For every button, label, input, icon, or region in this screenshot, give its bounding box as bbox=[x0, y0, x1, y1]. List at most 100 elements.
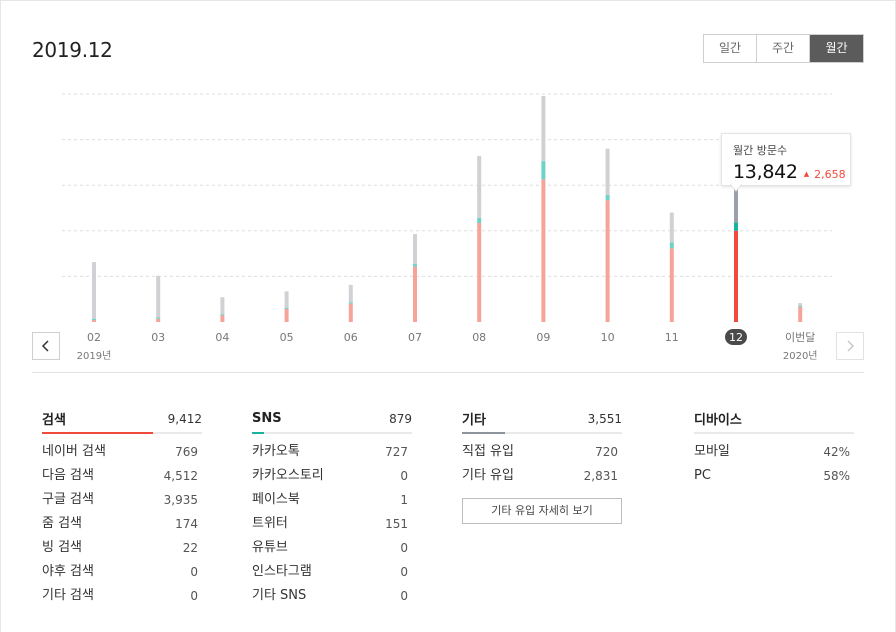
list-item: 인스타그램 0 bbox=[252, 560, 412, 584]
bar-sns-10[interactable] bbox=[605, 194, 610, 201]
row-label: 카카오톡 bbox=[252, 444, 300, 459]
row-label: 야후 검색 bbox=[42, 564, 94, 579]
bar-search-이번달[interactable] bbox=[798, 307, 803, 322]
page-title: 2019.12 bbox=[32, 38, 113, 62]
list-item: 기타 유입 2,831 bbox=[462, 464, 622, 488]
x-tick-label[interactable]: 10 bbox=[601, 331, 615, 344]
x-year-label: 2019년 bbox=[77, 350, 112, 362]
row-label: 구글 검색 bbox=[42, 492, 94, 507]
bar-search-04[interactable] bbox=[220, 315, 225, 322]
row-label: 모바일 bbox=[694, 444, 730, 459]
bar-sns-07[interactable] bbox=[413, 264, 417, 267]
bar-sns-04[interactable] bbox=[220, 314, 225, 316]
row-value: 2,831 bbox=[583, 469, 618, 483]
bar-sns-06[interactable] bbox=[348, 302, 353, 304]
tooltip-value: 13,842 bbox=[733, 161, 798, 183]
row-value: 720 bbox=[595, 445, 618, 459]
bar-other-12[interactable] bbox=[734, 188, 738, 223]
chart-prev-button[interactable] bbox=[32, 332, 60, 360]
row-value: 0 bbox=[400, 541, 408, 555]
x-year-label: 2020년 bbox=[783, 350, 818, 362]
bar-other-03[interactable] bbox=[156, 275, 161, 318]
bar-sns-09[interactable] bbox=[541, 161, 546, 180]
list-item: PC 58% bbox=[694, 464, 854, 488]
sns-section-total: 879 bbox=[389, 411, 412, 426]
bar-other-이번달[interactable] bbox=[798, 303, 803, 307]
row-label: 빙 검색 bbox=[42, 540, 83, 555]
bar-other-07[interactable] bbox=[413, 234, 417, 265]
selected-tick-pill bbox=[725, 329, 747, 345]
list-item: 기타 SNS 0 bbox=[252, 584, 412, 608]
bar-search-09[interactable] bbox=[541, 179, 546, 322]
bar-other-04[interactable] bbox=[220, 297, 225, 315]
bar-search-03[interactable] bbox=[156, 318, 161, 322]
x-tick-label[interactable]: 08 bbox=[472, 331, 486, 344]
chevron-left-icon bbox=[41, 340, 49, 352]
bar-other-11[interactable] bbox=[669, 212, 674, 243]
list-item: 빙 검색 22 bbox=[42, 536, 202, 560]
chart-tooltip: 월간 방문수 13,842 ▲ 2,658 bbox=[721, 133, 851, 186]
other-section: 기타 3,551 직접 유입 720 기타 유입 2,831 기타 유입 자세히 보… bbox=[462, 405, 622, 524]
bar-search-12[interactable] bbox=[734, 230, 738, 322]
bar-search-05[interactable] bbox=[284, 308, 289, 322]
bar-sns-08[interactable] bbox=[477, 217, 482, 223]
row-label: 페이스북 bbox=[252, 492, 300, 507]
list-item: 카카오스토리 0 bbox=[252, 464, 412, 488]
row-value: 769 bbox=[175, 445, 198, 459]
tab-monthly[interactable]: 월간 bbox=[810, 35, 863, 62]
x-tick-label[interactable]: 05 bbox=[280, 331, 294, 344]
monthly-visits-chart: 02 2019년 03 04 05 06 07 08 09 10 11 12 이번달 2020년 bbox=[62, 93, 832, 362]
bar-sns-이번달[interactable] bbox=[798, 306, 803, 308]
row-label: 유튜브 bbox=[252, 540, 288, 555]
tooltip-delta: 2,658 bbox=[814, 168, 846, 181]
row-value: 0 bbox=[190, 589, 198, 603]
bar-other-09[interactable] bbox=[541, 95, 546, 162]
bar-sns-12[interactable] bbox=[734, 222, 738, 231]
row-label: PC bbox=[694, 468, 711, 483]
bar-search-02[interactable] bbox=[92, 320, 96, 322]
row-value: 0 bbox=[190, 565, 198, 579]
bar-other-06[interactable] bbox=[348, 284, 353, 303]
x-tick-label[interactable]: 02 bbox=[87, 331, 101, 344]
row-value: 3,935 bbox=[163, 493, 198, 507]
row-value: 22 bbox=[182, 541, 198, 555]
row-label: 인스타그램 bbox=[252, 564, 312, 579]
bar-sns-05[interactable] bbox=[284, 307, 289, 309]
list-item: 페이스북 1 bbox=[252, 488, 412, 512]
bar-sns-02[interactable] bbox=[92, 318, 96, 321]
x-tick-label[interactable]: 06 bbox=[344, 331, 358, 344]
bar-search-11[interactable] bbox=[669, 248, 674, 322]
bar-sns-11[interactable] bbox=[669, 242, 674, 249]
bar-other-05[interactable] bbox=[284, 291, 289, 308]
list-item: 줌 검색 174 bbox=[42, 512, 202, 536]
tab-daily[interactable]: 일간 bbox=[704, 35, 757, 62]
x-tick-label[interactable]: 이번달 bbox=[785, 331, 815, 344]
search-section-total: 9,412 bbox=[167, 411, 202, 426]
row-value: 0 bbox=[400, 469, 408, 483]
row-label: 카카오스토리 bbox=[252, 468, 324, 483]
x-tick-label[interactable]: 03 bbox=[151, 331, 165, 344]
bar-search-10[interactable] bbox=[605, 200, 610, 322]
bar-sns-03[interactable] bbox=[156, 317, 161, 319]
bar-search-07[interactable] bbox=[413, 266, 417, 322]
x-tick-label[interactable]: 12 bbox=[729, 331, 743, 344]
x-tick-label[interactable]: 04 bbox=[215, 331, 229, 344]
row-label: 줌 검색 bbox=[42, 516, 83, 531]
sns-share-bar bbox=[252, 432, 264, 434]
row-label: 트위터 bbox=[252, 516, 288, 531]
bar-other-10[interactable] bbox=[605, 148, 610, 195]
x-tick-label[interactable]: 09 bbox=[536, 331, 550, 344]
other-detail-button[interactable]: 기타 유입 자세히 보기 bbox=[462, 498, 622, 524]
bar-other-02[interactable] bbox=[92, 262, 96, 319]
bar-search-06[interactable] bbox=[348, 303, 353, 322]
bar-other-08[interactable] bbox=[477, 155, 482, 218]
list-item: 유튜브 0 bbox=[252, 536, 412, 560]
chart-next-button[interactable] bbox=[836, 332, 864, 360]
list-item: 다음 검색 4,512 bbox=[42, 464, 202, 488]
list-item: 카카오톡 727 bbox=[252, 440, 412, 464]
tab-weekly[interactable]: 주간 bbox=[757, 35, 810, 62]
x-tick-label[interactable]: 11 bbox=[665, 331, 679, 344]
bar-search-08[interactable] bbox=[477, 222, 482, 322]
arrow-up-icon: ▲ bbox=[803, 170, 810, 178]
x-tick-label[interactable]: 07 bbox=[408, 331, 422, 344]
